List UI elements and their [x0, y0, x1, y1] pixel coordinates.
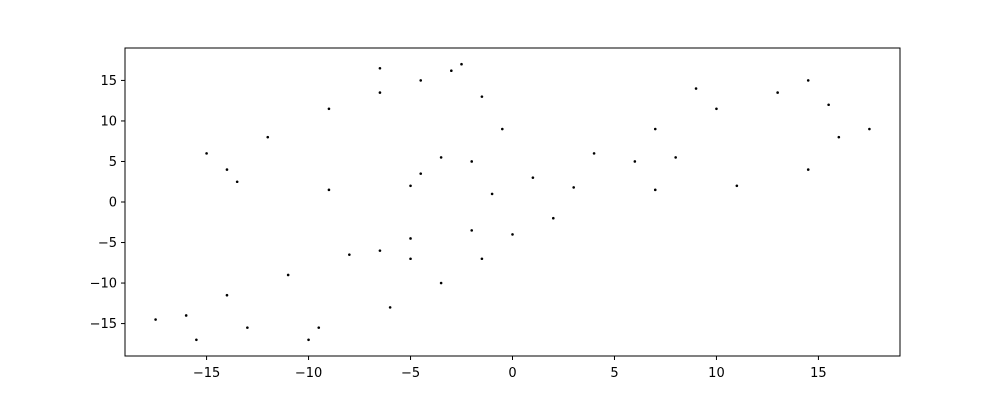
- scatter-point: [511, 233, 514, 236]
- x-axis: −15 −10 −5 0 5 10 15: [193, 356, 827, 381]
- scatter-point: [307, 338, 310, 342]
- scatter-point: [551, 216, 555, 220]
- scatter-point: [246, 326, 249, 329]
- scatter-point: [327, 188, 331, 192]
- scatter-point: [653, 188, 657, 192]
- scatter-point: [205, 152, 208, 155]
- y-tick-label: −5: [98, 236, 117, 251]
- scatter-point: [225, 293, 229, 297]
- scatter-point: [572, 186, 575, 189]
- scatter-point: [837, 135, 841, 139]
- scatter-point: [674, 156, 677, 159]
- scatter-point: [286, 273, 290, 277]
- scatter-point: [490, 192, 494, 196]
- scatter-point: [409, 237, 412, 240]
- scatter-point: [735, 184, 739, 188]
- scatter-point: [327, 107, 331, 111]
- y-tick-label: 5: [109, 155, 117, 170]
- scatter-point: [592, 152, 596, 155]
- scatter-point: [776, 91, 779, 94]
- scatter-point: [388, 306, 392, 309]
- x-tick-label: −5: [401, 366, 420, 381]
- scatter-point: [378, 66, 382, 70]
- scatter-points: [154, 62, 871, 342]
- scatter-point: [653, 127, 657, 131]
- scatter-point: [480, 257, 484, 261]
- y-tick-label: 15: [100, 74, 117, 89]
- x-tick-label: −15: [193, 366, 220, 381]
- scatter-point: [806, 168, 810, 171]
- x-tick-label: 15: [810, 366, 827, 381]
- scatter-point: [266, 135, 270, 139]
- scatter-point: [531, 176, 535, 179]
- scatter-point: [460, 62, 463, 66]
- y-tick-label: −15: [90, 317, 117, 332]
- x-tick-label: 5: [610, 366, 618, 381]
- scatter-point: [470, 229, 474, 232]
- y-axis: −15 −10 −5 0 5 10 15: [90, 74, 125, 332]
- x-tick-label: 10: [708, 366, 725, 381]
- scatter-point: [409, 257, 412, 261]
- scatter-point: [409, 184, 412, 188]
- scatter-point: [235, 180, 239, 184]
- scatter-point: [378, 249, 382, 252]
- scatter-point: [806, 79, 810, 82]
- y-tick-label: 0: [109, 196, 117, 211]
- scatter-point: [501, 127, 504, 131]
- x-tick-label: 0: [508, 366, 516, 381]
- y-tick-label: 10: [100, 114, 117, 129]
- scatter-point: [348, 253, 351, 256]
- scatter-point: [439, 156, 443, 159]
- scatter-point: [317, 326, 321, 329]
- scatter-point: [827, 103, 830, 107]
- scatter-point: [184, 314, 188, 317]
- scatter-point: [450, 69, 453, 72]
- scatter-point: [480, 95, 484, 98]
- scatter-point: [470, 160, 474, 163]
- scatter-point: [225, 168, 229, 171]
- scatter-point: [694, 87, 698, 90]
- scatter-point: [419, 79, 423, 82]
- scatter-point: [868, 127, 871, 131]
- scatter-point: [378, 91, 382, 94]
- x-tick-label: −10: [295, 366, 322, 381]
- scatter-point: [439, 281, 443, 285]
- scatter-point: [195, 338, 198, 342]
- y-tick-label: −10: [90, 277, 117, 292]
- scatter-point: [419, 172, 423, 175]
- scatter-point: [633, 160, 637, 163]
- scatter-point: [154, 318, 157, 321]
- scatter-point: [715, 107, 718, 111]
